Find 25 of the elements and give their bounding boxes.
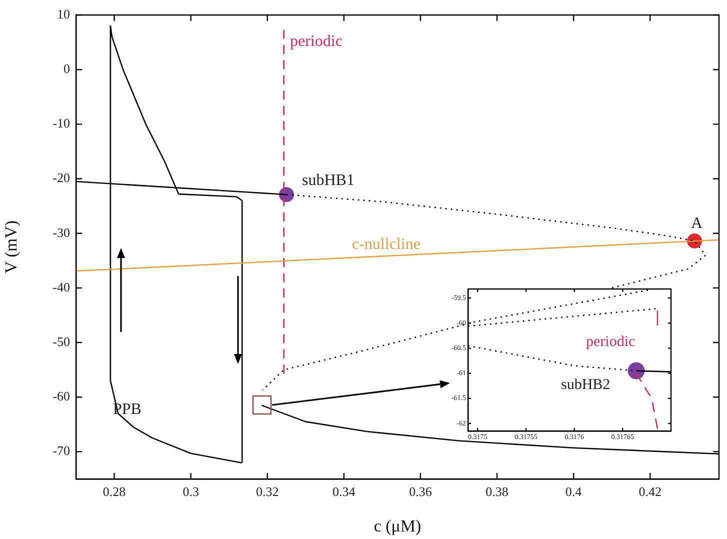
y-tick-label: -70 — [52, 443, 70, 458]
y-tick-label: -60 — [52, 388, 70, 404]
x-tick-label: 0.38 — [486, 484, 508, 500]
y-tick-label: -30 — [52, 224, 70, 240]
annotation: subHB1 — [302, 172, 354, 190]
x-tick-label: 0.4 — [565, 484, 582, 500]
annotation: subHB2 — [561, 376, 610, 393]
y-tick-label: -10 — [52, 116, 70, 131]
y-axis-title: V (mV) — [2, 220, 21, 274]
x-tick-label: 0.42 — [638, 484, 662, 500]
x-tick-label: 0.28 — [102, 484, 126, 500]
annotation: periodic — [586, 334, 636, 350]
x-tick-label: 0.32 — [256, 484, 279, 500]
y-tick-label: -20 — [52, 170, 70, 186]
x-tick-label: 0.3 — [182, 484, 199, 500]
y-tick-label: 0 — [64, 61, 70, 76]
x-axis-title: c (μM) — [374, 516, 422, 536]
y-tick-label: 10 — [57, 6, 70, 22]
annotation: periodic — [290, 33, 342, 50]
y-tick-label: -50 — [52, 334, 70, 349]
y-tick-label: -40 — [52, 279, 70, 294]
x-tick-label: 0.36 — [409, 484, 432, 500]
x-tick-label: 0.34 — [332, 484, 356, 500]
annotation: A — [691, 215, 703, 232]
annotation: c-nullcline — [352, 236, 420, 254]
